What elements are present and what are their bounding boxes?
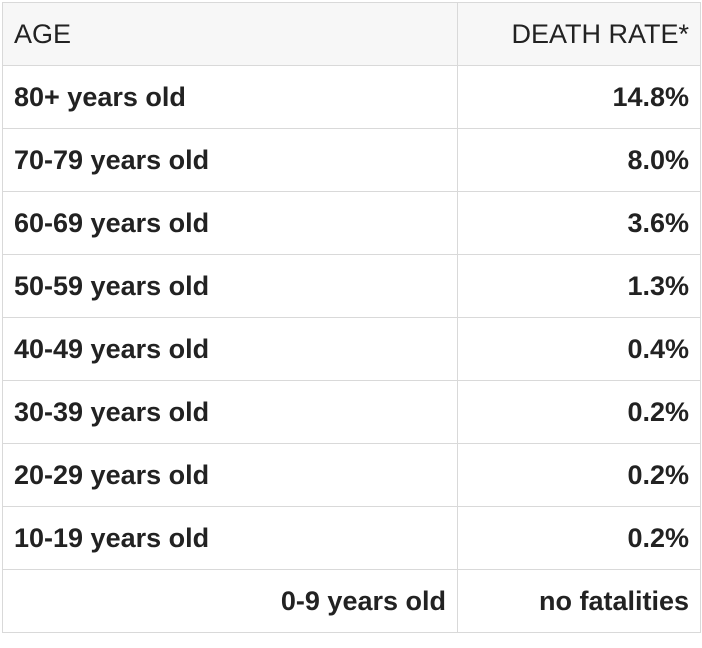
death-rate-cell: 0.2% [457, 380, 701, 444]
age-cell: 40-49 years old [2, 317, 458, 381]
table-row: 60-69 years old 3.6% [2, 191, 701, 255]
death-rate-cell: 3.6% [457, 191, 701, 255]
table-row: 30-39 years old 0.2% [2, 380, 701, 444]
table-row: 70-79 years old 8.0% [2, 128, 701, 192]
table-row: 20-29 years old 0.2% [2, 443, 701, 507]
table-row: 80+ years old 14.8% [2, 65, 701, 129]
death-rate-table: AGE DEATH RATE* 80+ years old 14.8% 70-7… [2, 2, 701, 633]
death-rate-cell: 1.3% [457, 254, 701, 318]
death-rate-cell: 14.8% [457, 65, 701, 129]
column-header-death-rate: DEATH RATE* [457, 2, 701, 66]
table-header-row: AGE DEATH RATE* [2, 2, 701, 66]
age-cell: 0-9 years old [2, 569, 458, 633]
table-row: 40-49 years old 0.4% [2, 317, 701, 381]
death-rate-cell: 0.2% [457, 443, 701, 507]
table-row: 50-59 years old 1.3% [2, 254, 701, 318]
age-cell: 60-69 years old [2, 191, 458, 255]
age-cell: 70-79 years old [2, 128, 458, 192]
death-rate-cell: no fatalities [457, 569, 701, 633]
death-rate-cell: 0.4% [457, 317, 701, 381]
death-rate-cell: 8.0% [457, 128, 701, 192]
age-cell: 10-19 years old [2, 506, 458, 570]
table-row: 0-9 years old no fatalities [2, 569, 701, 633]
death-rate-cell: 0.2% [457, 506, 701, 570]
table-row: 10-19 years old 0.2% [2, 506, 701, 570]
age-cell: 50-59 years old [2, 254, 458, 318]
age-cell: 80+ years old [2, 65, 458, 129]
age-cell: 30-39 years old [2, 380, 458, 444]
age-cell: 20-29 years old [2, 443, 458, 507]
column-header-age: AGE [2, 2, 458, 66]
